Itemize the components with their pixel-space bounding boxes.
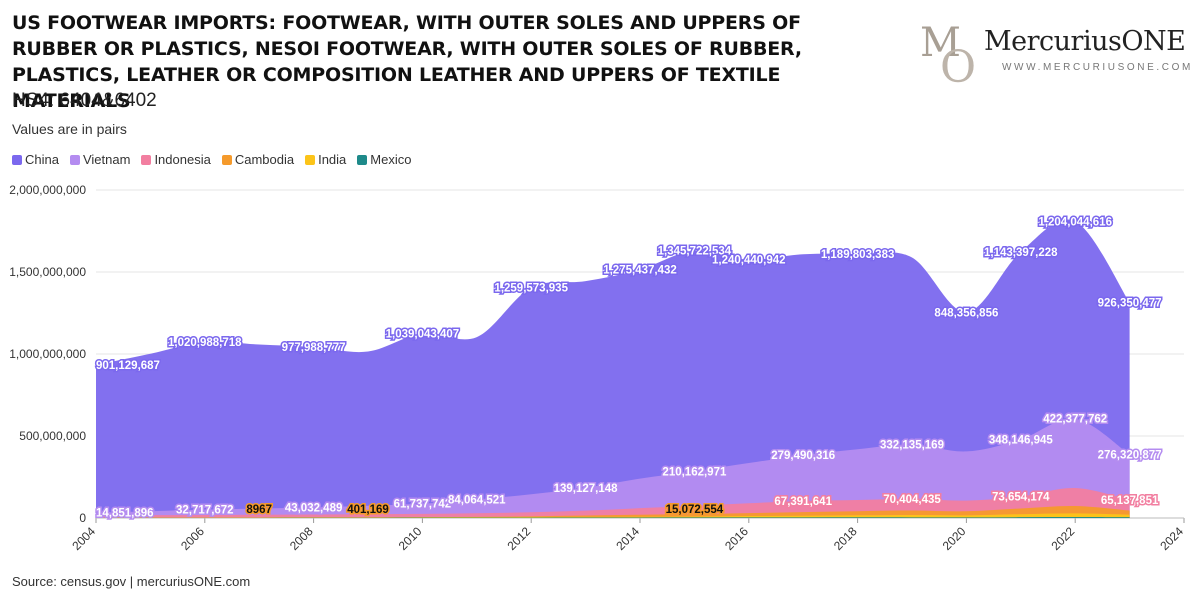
data-label-indonesia: 70,404,435	[883, 494, 941, 506]
area-mexico	[96, 517, 1130, 518]
logo-monogram-m: M	[920, 20, 961, 66]
x-tick-label: 2008	[287, 524, 316, 553]
x-tick-label: 2006	[178, 524, 207, 553]
data-label-vietnam: 32,717,672	[176, 505, 234, 517]
legend-item-india[interactable]: India	[305, 152, 346, 167]
chart-title: US FOOTWEAR IMPORTS: FOOTWEAR, WITH OUTE…	[12, 12, 802, 112]
data-label-indonesia: 67,391,641	[774, 496, 832, 508]
logo-monogram-icon: M O	[920, 20, 978, 93]
data-label-cambodia: 401,169	[347, 504, 389, 516]
legend-item-cambodia[interactable]: Cambodia	[221, 152, 295, 167]
data-label-china: 1,204,044,616	[1038, 216, 1112, 228]
data-label-vietnam: 84,064,521	[448, 494, 506, 506]
data-label-china: 1,240,440,942	[712, 255, 786, 267]
x-tick-label: 2024	[1157, 524, 1186, 553]
legend-item-china[interactable]: China	[12, 152, 59, 167]
legend-swatch-india	[305, 154, 316, 165]
data-label-china: 1,259,573,935	[494, 283, 568, 295]
data-label-china: 1,345,722,534	[658, 246, 732, 258]
data-label-vietnam: 348,146,945	[989, 434, 1054, 446]
x-tick-label: 2012	[505, 524, 534, 553]
legend-item-vietnam[interactable]: Vietnam	[69, 152, 131, 167]
data-label-vietnam: 61,737,742	[394, 499, 452, 511]
area-india	[96, 513, 1130, 518]
legend-label-china: China	[25, 152, 59, 167]
legend-item-mexico[interactable]: Mexico	[357, 152, 411, 167]
x-tick-label: 2018	[831, 524, 860, 553]
data-label-china: 1,039,043,407	[386, 328, 460, 340]
data-label-cambodia: 15,072,554	[666, 504, 724, 516]
y-tick-label: 1,000,000,000	[9, 347, 86, 361]
area-indonesia	[96, 487, 1130, 518]
legend-swatch-indonesia	[141, 154, 152, 165]
x-tick-label: 2014	[613, 524, 642, 553]
data-label-vietnam: 279,490,316	[771, 450, 835, 462]
data-label-china: 1,020,988,718	[168, 337, 242, 349]
x-tick-label: 2020	[940, 524, 969, 553]
legend: China Vietnam Indonesia Cambodia India M…	[12, 152, 411, 167]
legend-label-india: India	[318, 152, 347, 167]
data-label-china: 1,189,803,383	[821, 249, 895, 261]
legend-label-vietnam: Vietnam	[82, 152, 131, 167]
data-label-vietnam: 14,851,896	[96, 508, 154, 520]
source-note: Source: census.gov | mercuriusONE.com	[12, 574, 251, 589]
x-tick-label: 2004	[69, 524, 98, 553]
y-tick-label: 0	[79, 511, 86, 525]
y-tick-label: 500,000,000	[19, 429, 86, 443]
data-label-china: 977,988,777	[282, 342, 346, 354]
logo-url: WWW.MERCURIUSONE.COM	[1002, 62, 1193, 73]
data-label-china: 926,350,477	[1098, 298, 1162, 310]
data-label-china: 1,143,397,228	[984, 247, 1058, 259]
data-label-indonesia: 73,654,174	[992, 491, 1050, 503]
area-vietnam	[96, 418, 1130, 518]
data-label-vietnam: 422,377,762	[1043, 414, 1107, 426]
x-tick-label: 2016	[722, 524, 751, 553]
legend-label-cambodia: Cambodia	[234, 152, 295, 167]
brand-logo: M O MercuriusONE WWW.MERCURIUSONE.COM	[918, 20, 1190, 93]
legend-swatch-vietnam	[69, 154, 80, 165]
y-tick-label: 1,500,000,000	[9, 265, 86, 279]
data-label-indonesia: 65,137,851	[1101, 495, 1159, 507]
area-cambodia	[96, 505, 1130, 518]
legend-label-mexico: Mexico	[370, 152, 412, 167]
data-label-china: 1,275,437,432	[603, 264, 677, 276]
area-china	[96, 219, 1130, 518]
data-label-vietnam: 43,032,489	[285, 502, 343, 514]
data-label-china: 848,356,856	[934, 307, 998, 319]
data-label-vietnam: 276,320,877	[1098, 450, 1162, 462]
data-label-vietnam: 139,127,148	[554, 483, 619, 495]
logo-monogram-o: O	[940, 42, 977, 93]
legend-label-indonesia: Indonesia	[154, 152, 211, 167]
legend-swatch-cambodia	[221, 154, 232, 165]
data-label-vietnam: 210,162,971	[662, 466, 727, 478]
data-label-china: 901,129,687	[96, 360, 160, 372]
units-note: Values are in pairs	[12, 121, 127, 137]
logo-name: MercuriusONE	[984, 26, 1186, 57]
y-tick-label: 2,000,000,000	[9, 183, 86, 197]
chart-subtitle: HS4: 6404&6402	[12, 90, 157, 111]
legend-item-indonesia[interactable]: Indonesia	[141, 152, 211, 167]
x-tick-label: 2022	[1049, 524, 1078, 553]
data-label-vietnam: 332,135,169	[880, 439, 944, 451]
legend-swatch-china	[12, 154, 22, 165]
x-tick-label: 2010	[396, 524, 425, 553]
data-label-cambodia: 8967	[246, 504, 272, 516]
legend-swatch-mexico	[357, 154, 368, 165]
